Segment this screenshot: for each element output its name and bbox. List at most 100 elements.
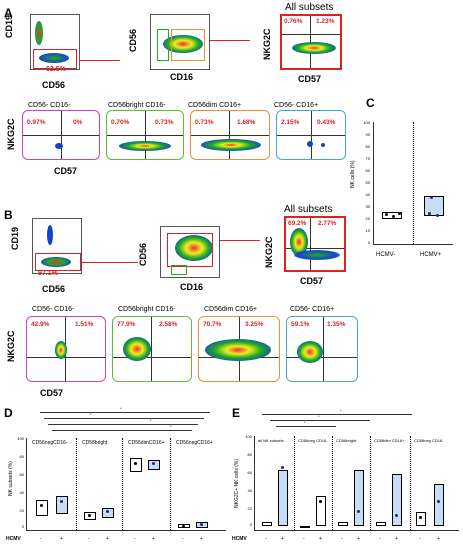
box [148,460,160,470]
subset-plot: 70.7% 3.25% [198,316,280,382]
data-point [430,196,433,199]
cell-population [119,141,171,151]
group-label: CD56bright [336,438,357,443]
pct-ur: 3.25% [245,321,264,328]
box [130,458,142,472]
pct-ur: 1.35% [327,321,346,328]
ytick: 40 [247,488,252,493]
sig-star: * [340,408,342,413]
cell-population [123,337,151,361]
x-axis-d [26,530,226,531]
ytick: 90 [365,132,370,137]
divider-c [413,122,414,244]
pct-ul: 2.15% [281,119,300,126]
data-point [182,525,185,528]
group-label: CD56neg CD16- [298,438,328,443]
hcmv-sign: + [106,536,109,542]
box [316,496,326,526]
sig-bar [52,430,192,431]
subset-label: CD56bright CD16- [118,306,176,313]
quadrant-divider [151,317,152,381]
yticks-c: 100 90 80 70 60 50 40 30 20 10 0 [360,120,370,250]
ytick: 100 [363,120,370,125]
pct-ul: 0.70% [111,119,130,126]
group-label: CD56neg CD16- [414,438,444,443]
hcmv-sign: + [437,536,440,542]
data-point [428,212,431,215]
box [36,500,48,516]
subset-label: CD56- CD16+ [290,306,335,313]
box [262,522,272,526]
hcmv-row-label: HCMV [232,536,247,542]
subset-label: CD56bright CD16- [108,102,166,109]
axis-cd16-b: CD16 [180,282,204,292]
box [300,526,310,528]
divider-e [370,436,371,530]
hcmv-sign: - [182,536,184,542]
gate-box [35,253,81,271]
cell-population [321,143,325,147]
flow-plot-all-subsets-b: 69.2% 2.77% [284,216,346,272]
cell-population [35,21,43,45]
pct-ur: 1.68% [237,119,256,126]
box [278,470,288,526]
subset-plot: 0.73% 1.68% [190,110,270,160]
cell-population [175,235,213,261]
cell-population [39,53,69,63]
hcmv-sign: + [60,536,63,542]
yticks-e: 100 80 60 40 20 0 [242,434,252,527]
y-axis-e [254,436,255,530]
data-point [200,523,203,526]
cell-population [163,35,203,53]
arrow [210,40,250,41]
box [376,522,386,526]
box [102,508,114,518]
panel-b-label: B [4,208,13,222]
data-point [106,510,109,513]
hcmv-sign: - [341,536,343,542]
all-subsets-label-b: All subsets [284,204,333,215]
box [338,522,348,526]
sig-bar [48,424,198,425]
pct-ul: 59.1% [291,321,310,328]
data-point [436,214,439,217]
divider-e [332,436,333,530]
box-hcmv-pos [424,196,444,216]
ytick: 60 [365,168,370,173]
group-label: CD56dim CD16+ [374,438,405,443]
cell-population [41,257,71,267]
sig-bar [44,418,204,419]
ytick: 100 [245,434,252,439]
gate-box [171,265,187,275]
data-point [281,466,284,469]
ytick: 40 [19,490,24,495]
y-axis-c [373,122,374,244]
pct-ur: 2.58% [159,321,178,328]
flow-plot-cd56-cd16-a [150,14,210,70]
ytick: 70 [365,156,370,161]
box [416,512,426,526]
pct-ul: 0.97% [27,119,46,126]
data-point [385,213,388,216]
hcmv-row-label: HCMV [6,536,21,542]
ytick: 60 [247,470,252,475]
axis-cd57-row-a: CD57 [54,166,78,176]
divider-d [76,438,77,530]
axis-ylabel-c: NK cells (%) [350,160,356,188]
ytick: 10 [365,228,370,233]
data-point [134,462,137,465]
divider-e [410,436,411,530]
divider-d [122,438,123,530]
box [434,484,444,526]
panel-a-label: A [4,6,13,20]
subset-label: CD56- CD16+ [274,102,319,109]
hcmv-sign: + [319,536,322,542]
quadrant-divider [310,218,311,270]
hcmv-sign: + [200,536,203,542]
arrow [220,240,260,241]
axis-cd57-a: CD57 [298,74,322,84]
panel-d-label: D [4,406,13,420]
ytick: 20 [19,508,24,513]
yticks-d: 100 80 60 40 20 0 [14,436,24,529]
data-point [88,514,91,517]
